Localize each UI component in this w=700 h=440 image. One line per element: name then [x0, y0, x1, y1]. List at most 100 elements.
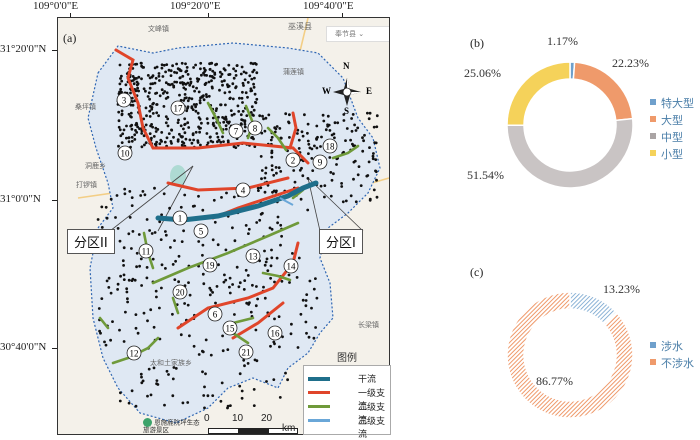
panel-a-label: (a) [63, 31, 77, 45]
dam-point [372, 188, 376, 192]
dam-point [306, 122, 310, 126]
dam-point [165, 369, 169, 373]
dam-point [177, 280, 180, 284]
dam-point [324, 128, 328, 132]
dam-point [142, 87, 146, 91]
dam-point [171, 377, 175, 381]
dam-point [158, 94, 162, 98]
dam-point [158, 142, 162, 146]
dam-point [146, 394, 149, 398]
dam-point [263, 296, 267, 300]
dam-point [340, 185, 344, 188]
dam-point [249, 61, 253, 65]
dam-point [332, 172, 335, 176]
dam-point [291, 252, 294, 255]
dam-point [183, 302, 186, 305]
dam-point [171, 64, 174, 68]
dam-point [148, 86, 152, 90]
dam-point [148, 97, 151, 101]
dam-point [104, 343, 108, 347]
basemap-label: 桑坪镇 [75, 103, 96, 111]
dam-point [127, 112, 131, 116]
dam-point [134, 313, 138, 316]
dam-point [208, 74, 212, 78]
legend-swatch [308, 405, 330, 408]
dam-point [297, 138, 301, 142]
dam-point [329, 194, 333, 198]
dam-point [374, 169, 377, 173]
compass-n: N [343, 61, 350, 71]
dam-point [310, 157, 314, 160]
dam-point [222, 140, 225, 143]
dam-point [119, 77, 122, 80]
dam-point [197, 116, 201, 119]
dam-point [263, 190, 267, 194]
dam-point [137, 233, 141, 236]
dam-point [368, 111, 372, 115]
dam-point [254, 62, 258, 66]
dam-point [208, 67, 212, 71]
dam-point [173, 70, 176, 74]
dam-point [228, 291, 232, 295]
pie-b-label-1: 22.23% [612, 56, 649, 70]
dam-point [160, 66, 164, 70]
dam-point [248, 74, 252, 78]
county-dropdown[interactable]: 奉节县 ⌄ [326, 26, 389, 42]
river-number: 4 [241, 186, 246, 196]
dam-point [273, 342, 276, 346]
dam-point [116, 227, 120, 230]
legend-swatch [308, 391, 330, 394]
dam-point [127, 232, 131, 236]
scenic-area-label: 恩施鹿院坪生态旅游景区 [143, 418, 200, 434]
dam-point [206, 394, 210, 398]
dam-point [267, 113, 271, 117]
dam-point [203, 406, 206, 410]
pie-b-legend-label: 大型 [661, 114, 683, 127]
dam-point [200, 73, 203, 77]
legend-label: 三级支流 [358, 417, 386, 440]
dam-point [219, 103, 223, 107]
river-number-badge: 15 [222, 320, 238, 336]
dam-point [209, 61, 213, 65]
dam-point [211, 123, 215, 126]
dam-point [129, 91, 132, 95]
dam-point [131, 79, 135, 82]
dam-point [130, 127, 134, 131]
dam-point [122, 273, 126, 277]
dam-point [155, 382, 158, 386]
dam-point [115, 194, 119, 197]
legend-label: 一级支流 [358, 389, 386, 412]
dam-point [125, 290, 129, 294]
dam-point [279, 170, 283, 173]
dam-point [304, 320, 308, 324]
donut-chart-c [506, 291, 634, 419]
dam-point [368, 198, 372, 202]
dam-point [361, 136, 364, 140]
dam-point [182, 127, 185, 131]
dam-point [186, 303, 190, 307]
dam-point [240, 65, 244, 69]
dam-point [231, 226, 234, 230]
dam-point [130, 139, 134, 143]
dam-point [250, 136, 254, 140]
dam-point [332, 132, 336, 136]
scale-bar [208, 423, 298, 434]
dam-point [127, 278, 131, 282]
dam-point [155, 140, 158, 144]
dam-point [189, 77, 192, 81]
dam-point [185, 109, 189, 113]
dam-point [238, 281, 242, 285]
dam-point [205, 132, 209, 135]
dam-point [165, 136, 169, 140]
chevron-down-icon: ⌄ [358, 30, 365, 38]
dam-point [209, 288, 213, 292]
dam-point [306, 139, 310, 143]
dam-point [137, 89, 140, 93]
dam-point [374, 158, 378, 162]
dam-point [228, 276, 232, 280]
study-area-boundary [87, 42, 381, 424]
dam-point [149, 393, 153, 397]
river-number-badge: 17 [170, 100, 186, 116]
dam-point [274, 166, 278, 169]
dam-point [126, 297, 129, 301]
